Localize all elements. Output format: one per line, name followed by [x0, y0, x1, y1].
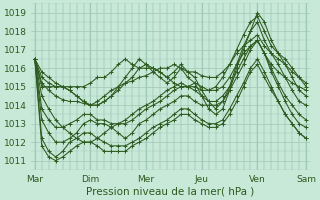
X-axis label: Pression niveau de la mer( hPa ): Pression niveau de la mer( hPa ) — [86, 187, 255, 197]
